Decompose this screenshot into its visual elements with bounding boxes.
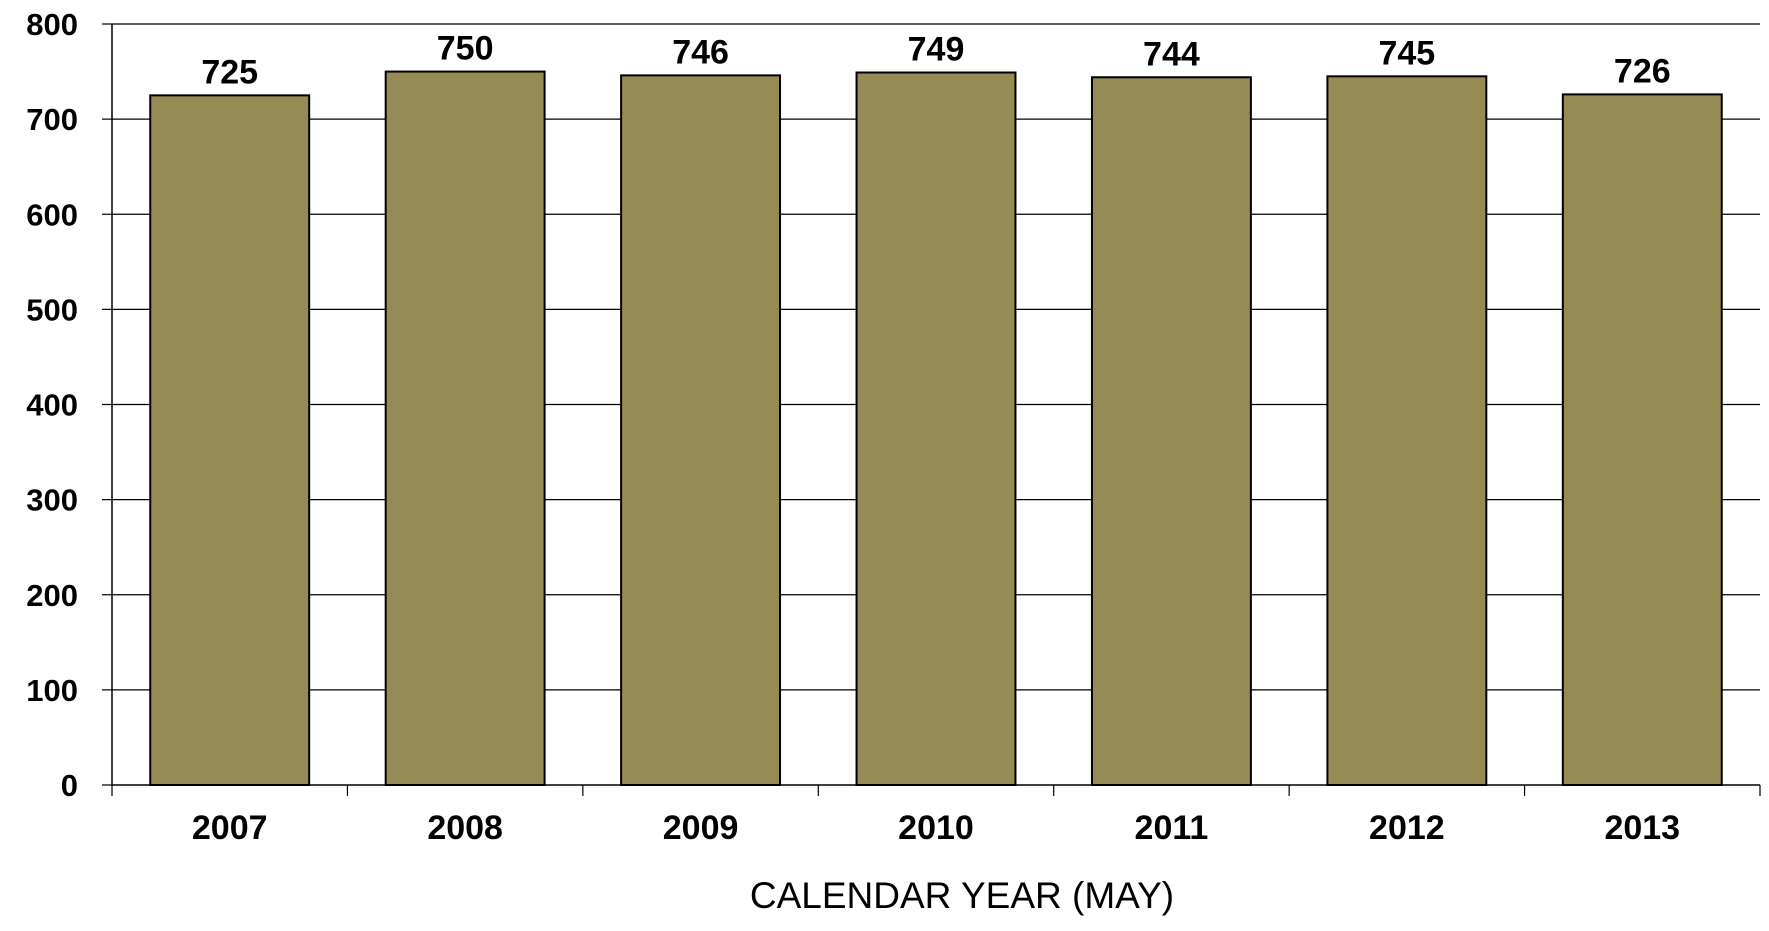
data-label-2007: 725 [201, 53, 258, 91]
data-label-2011: 744 [1143, 35, 1200, 73]
bars [149, 70, 1723, 787]
y-tick-label: 500 [26, 292, 78, 327]
bar-2010 [855, 71, 1017, 787]
data-labels: 725 750 746 749 744 745 726 [201, 30, 1670, 92]
bar-2013 [1561, 93, 1723, 786]
bar-2011 [1090, 76, 1252, 786]
x-tick-label-2010: 2010 [898, 809, 974, 847]
y-tick-label: 100 [26, 673, 78, 708]
x-tick-label-2011: 2011 [1135, 809, 1209, 847]
x-tick-label-2008: 2008 [427, 809, 503, 847]
y-tick-label: 300 [26, 483, 78, 518]
bar-2009 [620, 74, 782, 787]
x-axis-title: CALENDAR YEAR (MAY) [750, 875, 1174, 916]
bar-2008 [384, 70, 546, 786]
data-label-2008: 750 [437, 30, 494, 68]
y-tick-label: 700 [26, 102, 78, 137]
x-tick-label-2012: 2012 [1369, 809, 1445, 847]
bar-2012 [1326, 75, 1488, 787]
data-label-2009: 746 [672, 33, 729, 71]
data-label-2013: 726 [1614, 52, 1671, 90]
axes: 0 100 200 300 400 500 600 700 800 2007 2008 2009 201… [26, 7, 1761, 847]
y-tick-label: 600 [26, 197, 78, 232]
y-tick-label: 200 [26, 578, 78, 613]
data-label-2012: 745 [1378, 34, 1435, 72]
x-tick-label-2013: 2013 [1604, 809, 1680, 847]
x-tick-label-2007: 2007 [192, 809, 268, 847]
y-tick-label: 400 [26, 388, 78, 423]
bar-2007 [149, 94, 311, 786]
y-tick-label: 800 [26, 7, 78, 42]
y-tick-label: 0 [61, 768, 78, 803]
data-label-2010: 749 [908, 31, 965, 69]
x-tick-label-2009: 2009 [663, 809, 739, 847]
